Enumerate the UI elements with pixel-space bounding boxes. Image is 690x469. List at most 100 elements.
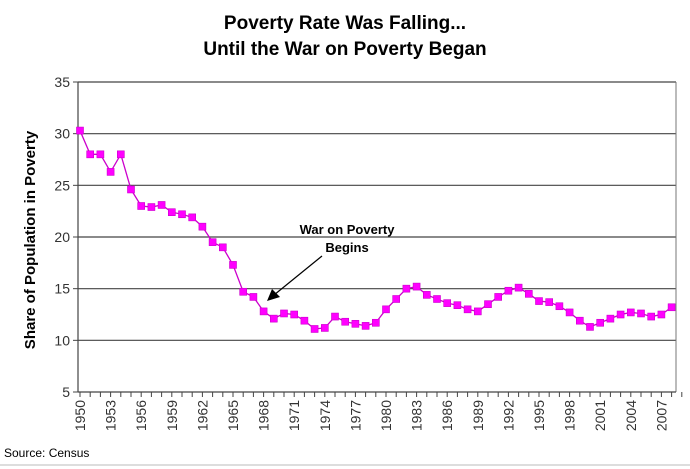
data-point [647,312,656,321]
data-point [657,310,666,319]
data-point [371,318,380,327]
x-tick-label: 1992 [500,400,516,431]
data-point [433,295,441,303]
annotation-line-1: War on Poverty [300,222,396,237]
x-tick-label: 1956 [133,400,149,431]
data-point [545,298,554,306]
data-point [565,308,574,317]
data-point [269,314,278,323]
data-point [443,299,452,307]
x-tick-label: 1980 [378,400,394,431]
gridlines [78,81,676,341]
x-tick-label: 1989 [470,400,486,431]
data-point [667,303,676,312]
data-point [453,301,462,310]
data-point [168,208,176,216]
x-tick-label: 1977 [347,400,363,431]
x-tick-label: 1974 [317,400,333,431]
chart-title-line-1: Poverty Rate Was Falling... [224,13,466,34]
data-point [392,295,401,303]
x-tick-label: 1965 [225,400,241,431]
data-point [494,293,503,301]
data-point [382,305,390,314]
axes [73,81,677,393]
data-point [514,283,523,292]
x-tick-label: 1962 [194,400,210,431]
data-point [524,290,533,298]
data-point [96,150,105,159]
data-point [412,282,421,291]
x-tick-label: 1986 [439,400,455,431]
data-point [147,203,156,211]
data-point [249,293,258,301]
data-point [259,307,268,316]
data-point [188,213,196,222]
y-tick-label: 10 [54,332,70,348]
data-point [606,314,615,323]
y-tick-label: 25 [54,177,70,193]
data-point [300,316,309,325]
data-point [616,310,625,319]
x-tick-label: 2001 [592,400,608,431]
x-tick-label: 2004 [623,400,639,431]
data-point [157,201,166,209]
y-tick-label: 30 [54,126,70,142]
series-markers [76,126,676,333]
data-point [127,185,135,194]
y-tick-label: 5 [62,384,70,400]
x-tick-label: 1995 [531,400,547,431]
source-note: Source: Census [4,446,89,460]
data-point [208,238,217,246]
data-point [535,297,543,305]
data-point [239,287,247,296]
data-point [402,284,411,293]
data-point [76,126,84,135]
data-point [473,307,482,316]
data-point [198,222,207,231]
data-point [310,325,319,333]
y-axis-label: Share of Population in Poverty [22,130,39,349]
x-tick-label: 1950 [72,400,88,431]
x-tick-label: 2007 [653,400,669,431]
data-point [351,319,360,328]
chart-title-line-2: Until the War on Poverty Began [203,39,486,60]
annotation-arrowhead [267,289,280,301]
data-point [320,324,329,332]
data-point [137,202,145,210]
data-point [555,302,564,311]
data-point [106,168,115,176]
x-tick-label: 1983 [409,400,425,431]
data-point [341,317,350,326]
data-point [463,305,472,314]
x-tick-label: 1971 [286,400,302,431]
data-point [178,210,186,219]
x-ticks: 1950 1953 1956 1959 1962 1965 1968 1971 1974 1977… [72,392,683,431]
annotation-arrow [273,255,323,296]
data-point [596,318,605,327]
x-tick-label: 1968 [256,400,272,431]
data-point [484,300,492,308]
data-point [117,150,125,159]
data-point [422,291,431,299]
data-point [219,243,227,252]
data-point [586,323,594,331]
x-tick-label: 1953 [103,400,119,431]
y-tick-labels: 5 10 15 20 25 30 35 [54,74,70,400]
y-tick-label: 20 [54,229,70,245]
data-point [575,316,584,325]
x-tick-label: 1998 [562,400,578,431]
data-point [86,150,94,159]
data-point [290,310,299,319]
data-point [229,261,237,269]
data-point [280,309,288,318]
y-tick-label: 15 [54,281,70,297]
data-point [637,309,645,318]
data-point [331,312,339,321]
data-point [361,322,370,330]
annotation-line-2: Begins [325,240,368,255]
data-point [504,286,513,295]
y-tick-label: 35 [54,74,70,90]
x-tick-label: 1959 [164,400,180,431]
data-point [626,308,635,317]
